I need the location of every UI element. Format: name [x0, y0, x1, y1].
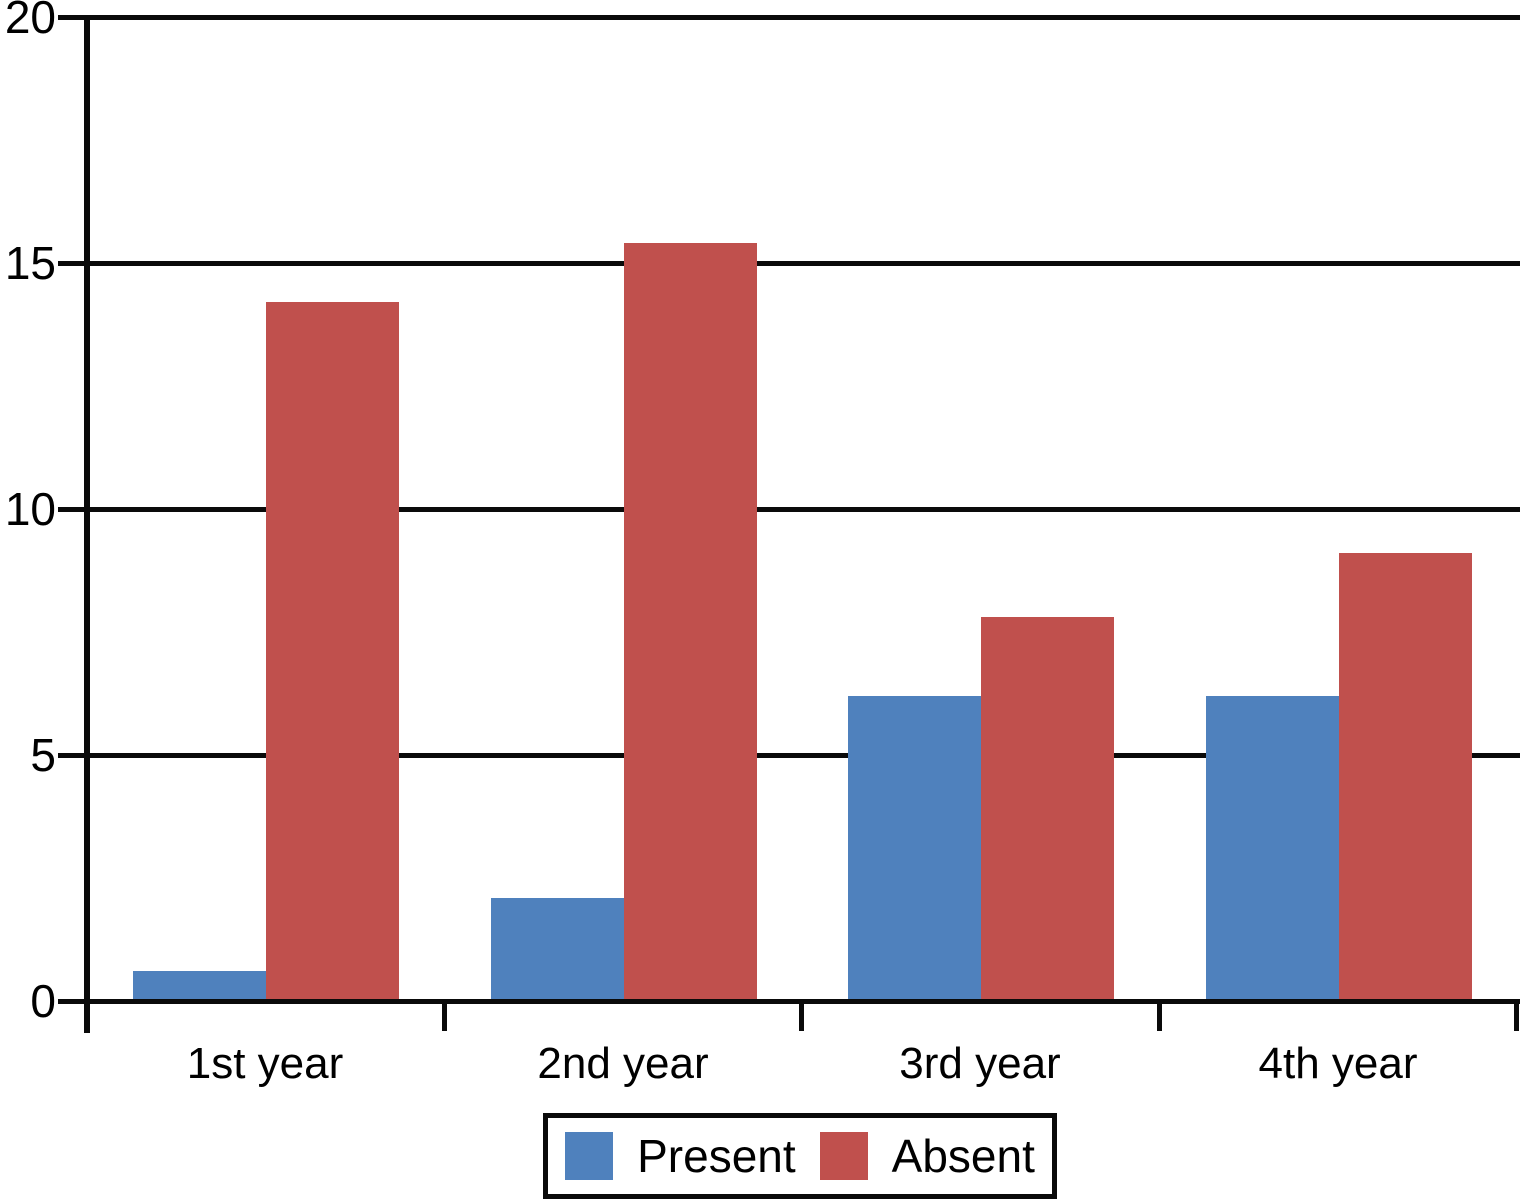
gridline-y-20: [58, 15, 1520, 20]
bar-absent-2nd-year: [624, 243, 757, 1001]
x-axis-tick: [1514, 999, 1519, 1031]
y-tick-label: 0: [30, 975, 56, 1027]
x-tick-label: 2nd year: [537, 1039, 709, 1088]
y-tick-label: 10: [4, 483, 56, 535]
bar-absent-3rd-year: [981, 617, 1114, 1001]
x-tick-label: 4th year: [1258, 1039, 1418, 1088]
x-axis-tick: [442, 999, 447, 1031]
legend-swatch-present: [565, 1132, 614, 1180]
bar-absent-1st-year: [266, 302, 399, 1001]
gridline-y-10: [58, 507, 1520, 512]
y-tick-label: 20: [4, 0, 56, 43]
legend-label-present: Present: [637, 1130, 796, 1182]
bar-absent-4th-year: [1339, 553, 1472, 1001]
x-tick-label: 3rd year: [899, 1039, 1061, 1088]
bar-present-3rd-year: [848, 696, 981, 1001]
gridline-y-5: [58, 753, 1520, 758]
legend-swatch-absent: [819, 1132, 868, 1180]
legend: Present Absent: [543, 1113, 1057, 1199]
bar-present-1st-year: [133, 971, 266, 1001]
y-axis-line: [84, 15, 90, 1033]
bar-present-4th-year: [1206, 696, 1339, 1001]
y-tick-label: 15: [4, 237, 56, 289]
gridline-y-15: [58, 261, 1520, 266]
x-axis-tick: [799, 999, 804, 1031]
x-tick-label: 1st year: [186, 1039, 344, 1088]
legend-label-absent: Absent: [891, 1130, 1035, 1182]
bar-present-2nd-year: [491, 898, 624, 1001]
y-tick-label: 5: [30, 729, 56, 781]
x-axis-tick: [1157, 999, 1162, 1031]
